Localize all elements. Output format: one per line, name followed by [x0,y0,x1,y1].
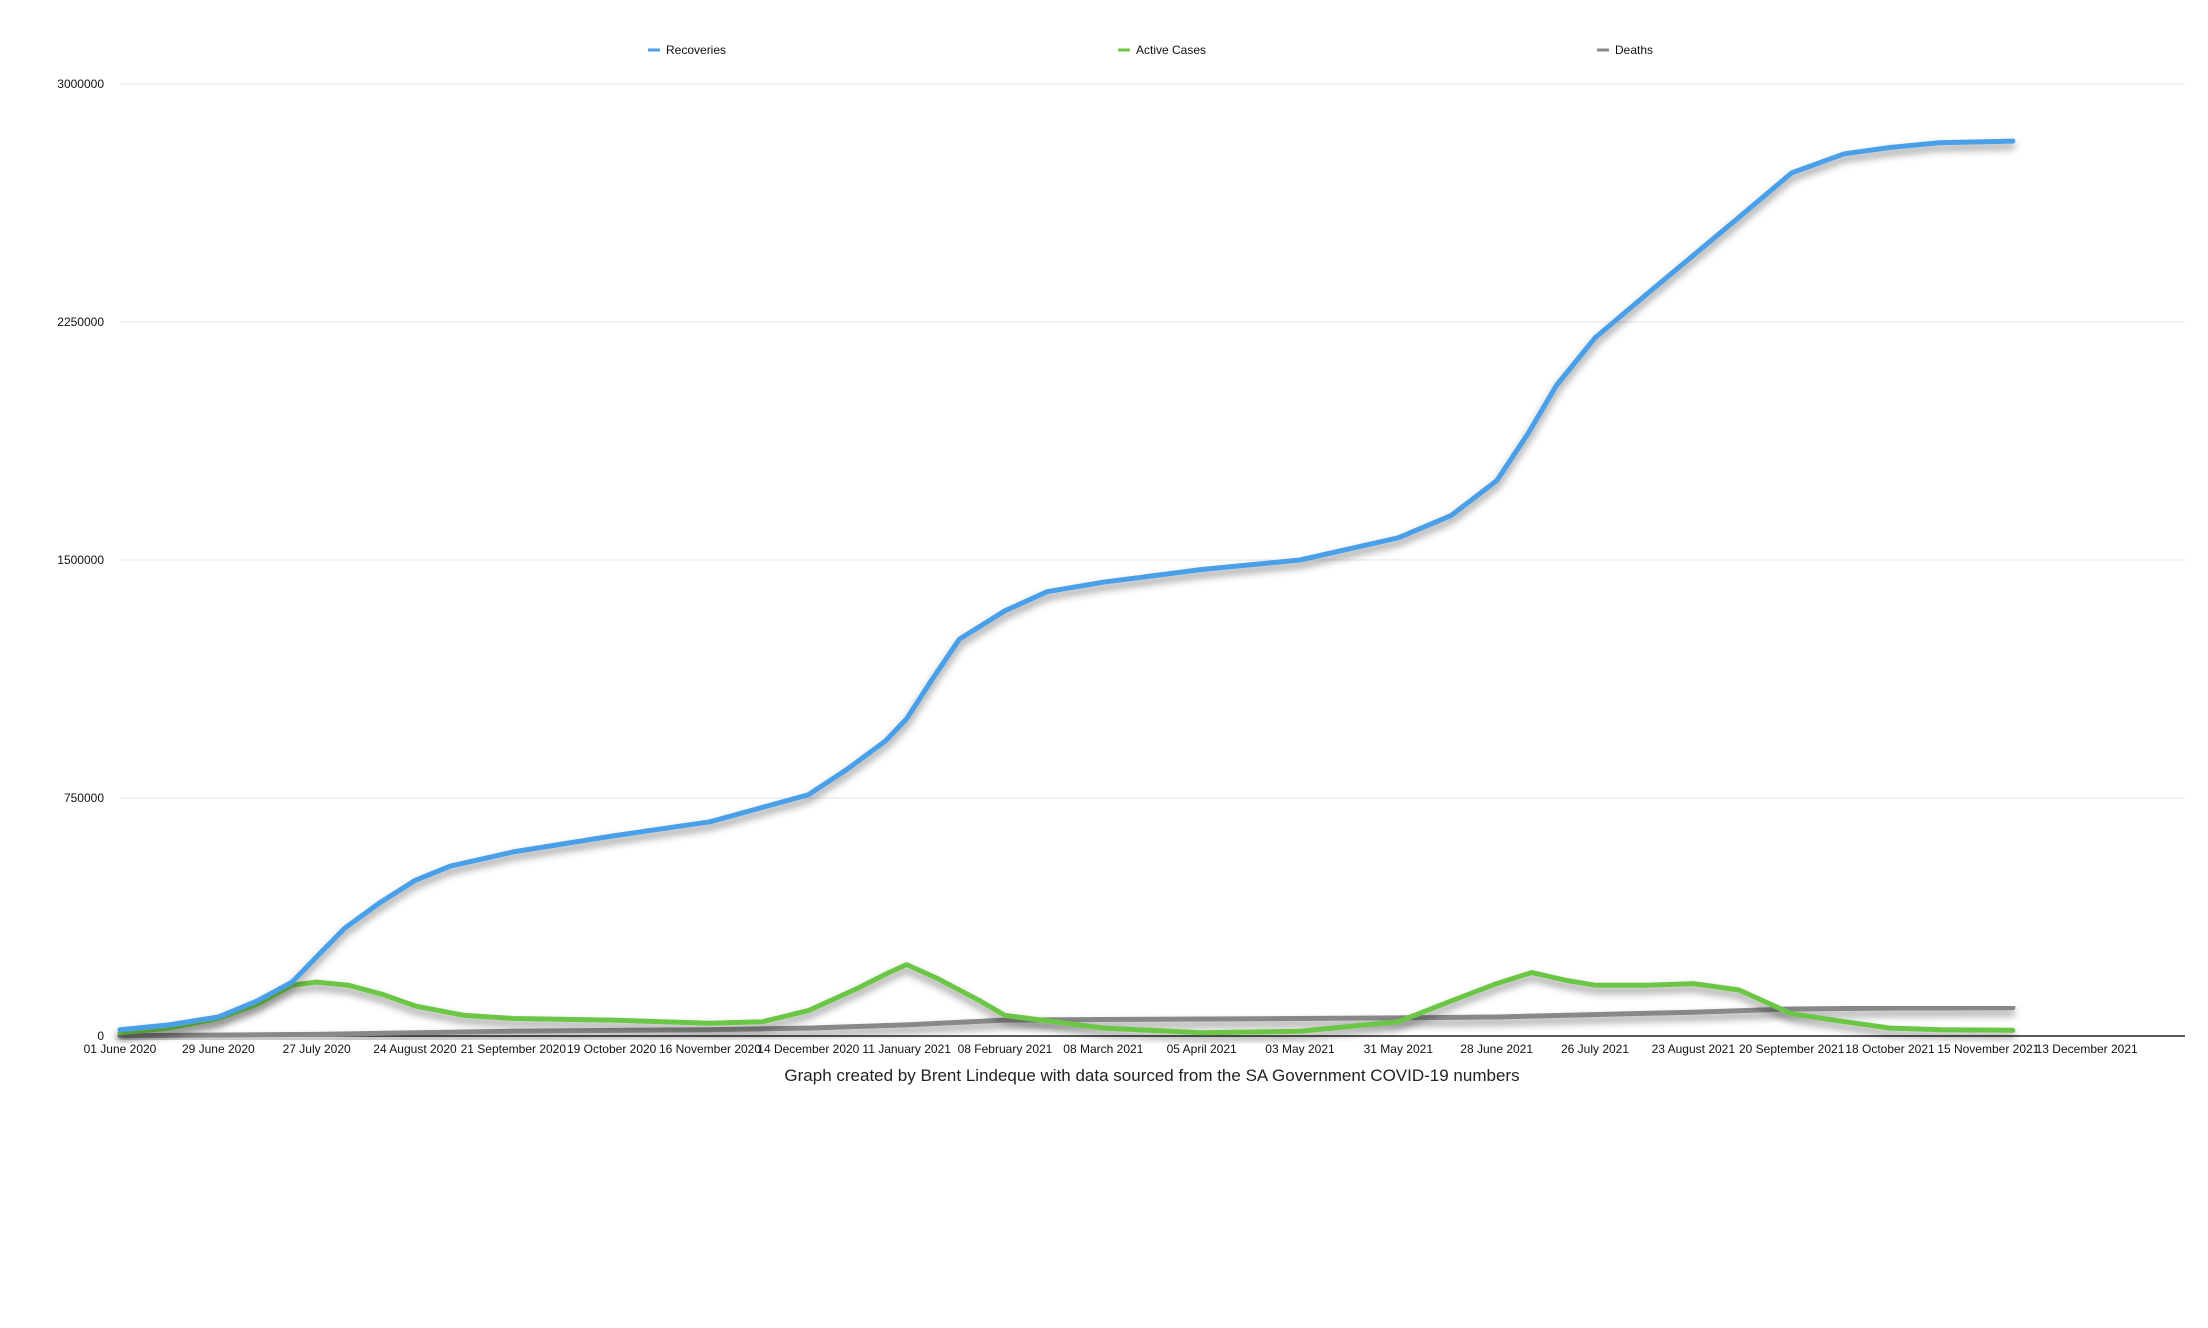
x-tick-label: 27 July 2020 [283,1042,351,1056]
legend-label: Active Cases [1136,43,1206,57]
x-tick-label: 08 March 2021 [1063,1042,1143,1056]
x-tick-label: 19 October 2020 [567,1042,657,1056]
legend-item-deaths: Deaths [1597,43,1653,57]
legend-label: Deaths [1615,43,1653,57]
x-tick-label: 11 January 2021 [862,1042,951,1056]
y-tick-label: 2250000 [57,315,104,329]
y-tick-label: 1500000 [57,553,104,567]
x-tick-label: 26 July 2021 [1561,1042,1629,1056]
x-tick-label: 29 June 2020 [182,1042,255,1056]
x-tick-label: 14 December 2020 [757,1042,859,1056]
x-tick-label: 20 September 2021 [1739,1042,1845,1056]
x-tick-label: 28 June 2021 [1460,1042,1533,1056]
gridlines [120,83,2185,799]
legend-label: Recoveries [666,43,726,57]
x-tick-label: 16 November 2020 [659,1042,761,1056]
legend: Recoveries Active Cases Deaths [648,43,1653,57]
x-tick-label: 15 November 2021 [1937,1042,2039,1056]
x-tick-label: 18 October 2021 [1845,1042,1935,1056]
x-tick-label: 05 April 2021 [1167,1042,1237,1056]
x-tick-label: 21 September 2020 [461,1042,567,1056]
series-line-recoveries [117,138,2016,1033]
x-tick-label: 31 May 2021 [1364,1042,1434,1056]
x-tick-label: 01 June 2020 [84,1042,157,1056]
legend-item-recoveries: Recoveries [648,43,726,57]
x-tick-label: 08 February 2021 [958,1042,1053,1056]
y-tick-label: 0 [97,1029,104,1043]
x-tick-label: 23 August 2021 [1652,1042,1736,1056]
axes: 0 750000 1500000 2250000 3000000 01 June 2020… [57,77,2185,1056]
chart-caption: Graph created by Brent Lindeque with dat… [784,1066,1519,1085]
series-lines [117,138,2016,1039]
y-tick-label: 3000000 [57,77,104,91]
x-tick-label: 13 December 2021 [2036,1042,2138,1056]
series-line-active-cases [117,962,2016,1036]
legend-item-active-cases: Active Cases [1118,43,1206,57]
y-tick-label: 750000 [64,791,104,805]
series-line-deaths [117,1005,2016,1039]
x-tick-label: 03 May 2021 [1265,1042,1335,1056]
x-tick-label: 24 August 2020 [373,1042,457,1056]
